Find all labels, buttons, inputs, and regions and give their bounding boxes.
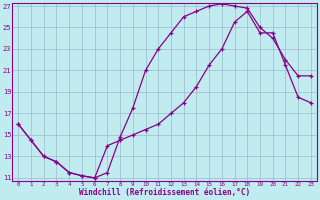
X-axis label: Windchill (Refroidissement éolien,°C): Windchill (Refroidissement éolien,°C) [79, 188, 250, 197]
